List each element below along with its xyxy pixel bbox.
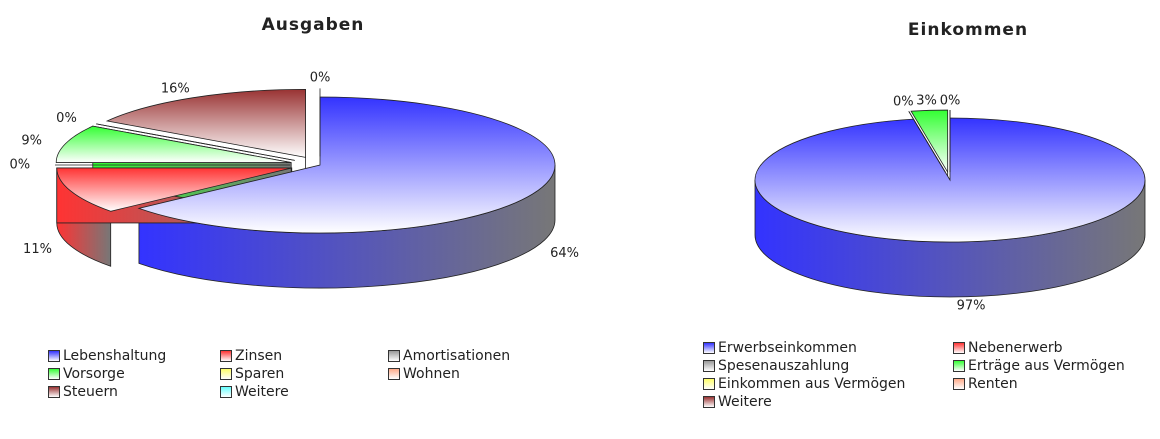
legend-item: Zinsen bbox=[220, 348, 388, 364]
slice-tops bbox=[754, 109, 1146, 243]
slice bbox=[908, 111, 946, 173]
legend-item: Wohnen bbox=[388, 366, 568, 382]
legend-label: Sparen bbox=[235, 366, 285, 382]
legend: Erwerbseinkommen Nebenerwerb Spesenauszahl… bbox=[703, 340, 1153, 410]
legend-label: Zinsen bbox=[235, 348, 283, 364]
legend-item: Renten bbox=[953, 376, 1153, 392]
legend-swatch bbox=[703, 396, 715, 408]
data-label: 0% bbox=[310, 71, 331, 86]
legend-swatch bbox=[703, 342, 715, 354]
chart-title: Ausgaben bbox=[262, 15, 365, 35]
slice bbox=[96, 123, 295, 161]
chart-title: Einkommen bbox=[908, 20, 1028, 40]
slice-tops bbox=[55, 88, 556, 234]
legend-swatch bbox=[220, 386, 232, 398]
legend-label: Renten bbox=[968, 376, 1018, 392]
legend-item: Spesenauszahlung bbox=[703, 358, 953, 374]
slice bbox=[137, 96, 556, 234]
legend-swatch bbox=[48, 350, 60, 362]
legend-item: Einkommen aus Vermögen bbox=[703, 376, 953, 392]
slice bbox=[105, 88, 306, 158]
legend-item: Nebenerwerb bbox=[953, 340, 1153, 356]
legend-swatch bbox=[703, 378, 715, 390]
legend-swatch bbox=[48, 386, 60, 398]
legend-swatch bbox=[388, 350, 400, 362]
data-label: 16% bbox=[161, 81, 190, 96]
legend-label: Wohnen bbox=[403, 366, 460, 382]
legend-swatch bbox=[48, 368, 60, 380]
legend-label: Lebenshaltung bbox=[63, 348, 167, 364]
legend-label: Vorsorge bbox=[63, 366, 125, 382]
slice bbox=[910, 109, 949, 174]
slice bbox=[56, 167, 292, 212]
data-label: 0% bbox=[56, 111, 77, 126]
data-label: 0% bbox=[893, 95, 914, 110]
legend-label: Nebenerwerb bbox=[968, 340, 1063, 356]
legend-swatch bbox=[220, 368, 232, 380]
legend-label: Einkommen aus Vermögen bbox=[718, 376, 906, 392]
legend-swatch bbox=[953, 342, 965, 354]
data-label: 3% bbox=[916, 94, 937, 109]
legend-label: Spesenauszahlung bbox=[718, 358, 850, 374]
legend-item: Erwerbseinkommen bbox=[703, 340, 953, 356]
data-label: 9% bbox=[21, 133, 42, 148]
legend-label: Amortisationen bbox=[403, 348, 511, 364]
legend-item: Erträge aus Vermögen bbox=[953, 358, 1153, 374]
legend-label: Erträge aus Vermögen bbox=[968, 358, 1125, 374]
legend-swatch bbox=[953, 360, 965, 372]
legend-swatch bbox=[388, 368, 400, 380]
data-label: 97% bbox=[957, 298, 986, 313]
legend-swatch bbox=[703, 360, 715, 372]
legend-item: Lebenshaltung bbox=[48, 348, 220, 364]
legend: Lebenshaltung Zinsen Amortisationen Vorsorg… bbox=[48, 348, 568, 400]
legend-item: Steuern bbox=[48, 384, 220, 400]
legend-label: Weitere bbox=[235, 384, 289, 400]
data-label: 11% bbox=[23, 242, 52, 257]
legend-swatch bbox=[220, 350, 232, 362]
legend-swatch bbox=[953, 378, 965, 390]
slice bbox=[55, 125, 292, 163]
legend-item: Sparen bbox=[220, 366, 388, 382]
data-label: 64% bbox=[550, 246, 579, 261]
legend-item: Vorsorge bbox=[48, 366, 220, 382]
data-label: 0% bbox=[940, 93, 961, 108]
legend-item: Weitere bbox=[703, 394, 953, 410]
legend-label: Erwerbseinkommen bbox=[718, 340, 857, 356]
legend-item: Amortisationen bbox=[388, 348, 568, 364]
legend-label: Steuern bbox=[63, 384, 118, 400]
labels: 64% 11% 0% 9% 0% 16% 0% bbox=[9, 71, 579, 261]
legend-item: Weitere bbox=[220, 384, 388, 400]
labels: 97% 0% 3% 0% bbox=[893, 93, 986, 313]
slice bbox=[754, 117, 1146, 243]
data-label: 0% bbox=[9, 158, 30, 173]
legend-label: Weitere bbox=[718, 394, 772, 410]
